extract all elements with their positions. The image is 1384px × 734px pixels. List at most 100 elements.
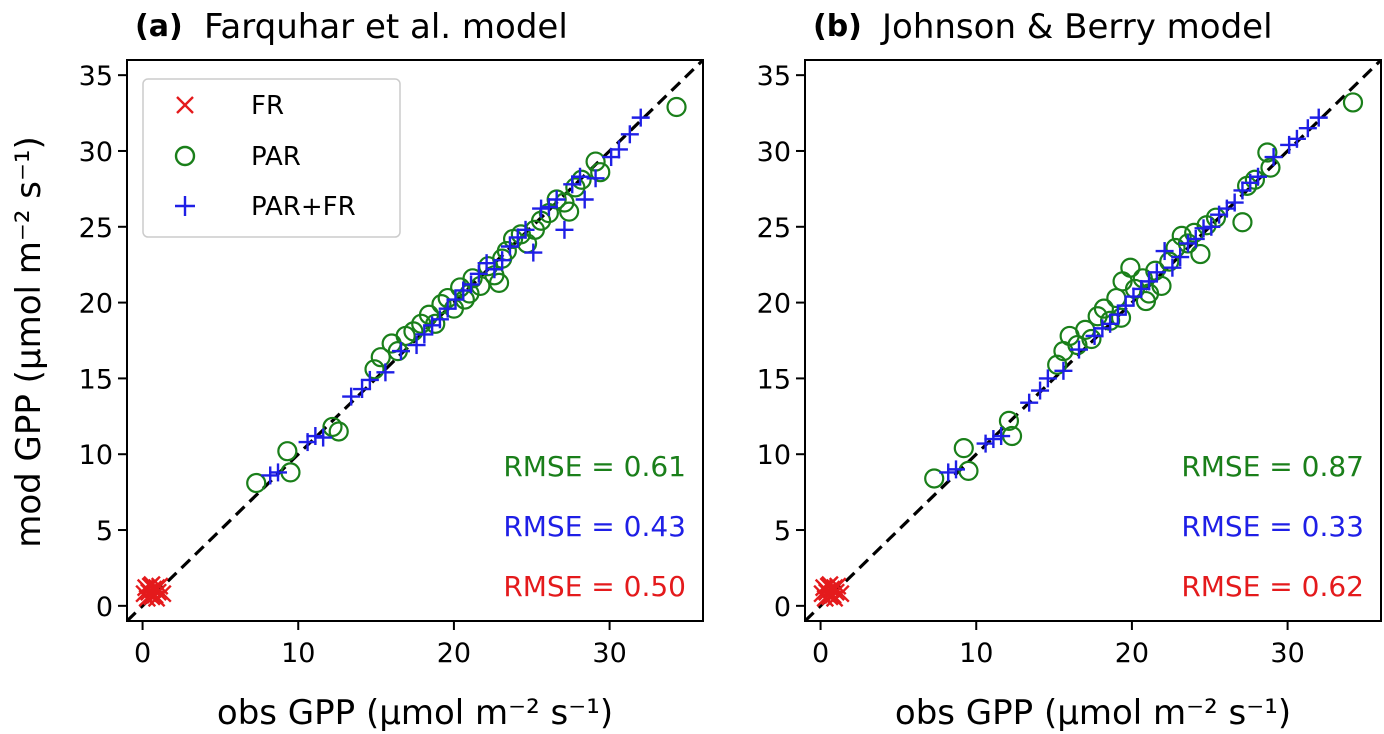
panel-b-point-par (953, 438, 974, 459)
panel-b-point-par-fr (1264, 148, 1283, 167)
panel-a-point-par-fr (430, 310, 449, 329)
legend-label-par: PAR (251, 142, 301, 172)
panel-b-point-par-fr (1233, 181, 1252, 200)
panel-a-y-tick-label: 10 (79, 440, 113, 471)
panel-b-point-par-fr (1155, 242, 1174, 261)
panel-a-point-par-fr (586, 169, 605, 188)
panel-a-rmse-par: RMSE = 0.61 (503, 450, 686, 483)
panel-b-point-par (958, 460, 979, 481)
panel-a-point-par (425, 313, 446, 334)
panel-b-point-par-fr (1287, 129, 1306, 148)
panel-b-point-par (998, 410, 1020, 431)
panel-b-y-tick-label: 30 (757, 137, 791, 168)
panel-a-x-tick-label: 0 (134, 638, 151, 669)
panel-a-point-par-fr (516, 220, 535, 239)
panel-a-plot-area: 0 10 20 30 0 5 10 15 20 25 30 35 (79, 58, 705, 669)
panel-a-point-par (666, 96, 687, 118)
panel-a-point-par-fr (446, 290, 465, 309)
panel-a-y-tick-label: 30 (79, 137, 113, 168)
panel-b-y-tick-label: 10 (757, 440, 791, 471)
panel-b-point-par (1232, 212, 1253, 233)
panel-a-point-par (328, 421, 349, 442)
panel-a-point-par-fr (469, 264, 488, 283)
panel-b-point-par (1120, 257, 1141, 278)
panel-b-point-par-fr (976, 434, 995, 453)
panel-b-y-tick-label: 5 (774, 516, 791, 547)
panel-b-point-fr (825, 589, 844, 608)
panel-a-x-axis-label: obs GPP (μmol m⁻² s⁻¹) (217, 693, 613, 733)
panel-a-point-par (370, 347, 391, 368)
panel-a-x-tick-label: 30 (592, 638, 626, 669)
panel-b-point-par-fr (947, 460, 966, 479)
panel-b-y-tick-label: 0 (774, 592, 791, 623)
panel-a-point-par-fr (415, 325, 434, 344)
panel-a-point-par (322, 416, 343, 438)
panel-b-rmse-fr: RMSE = 0.62 (1181, 570, 1364, 603)
panel-a-point-par (559, 201, 580, 222)
panel-b-label: (b) (813, 9, 862, 44)
panel-a-point-par-fr (532, 199, 551, 218)
panel-b-y-tick-label: 35 (757, 61, 791, 92)
panel-b-point-par-fr (1085, 326, 1104, 345)
panel-b-point-par (924, 468, 945, 489)
panel-a-x-tick-label: 10 (281, 638, 315, 669)
panel-b-rmse-par-fr: RMSE = 0.33 (1181, 510, 1364, 543)
panel-b-title: Johnson & Berry model (880, 7, 1273, 47)
panel-b-point-par-fr (1069, 340, 1088, 359)
panel-b-x-tick-label: 30 (1270, 638, 1304, 669)
panel-b-y-tick-label: 20 (757, 289, 791, 320)
y-axis-label: mod GPP (μmol m⁻² s⁻¹) (9, 136, 49, 548)
legend-label-fr: FR (251, 91, 284, 121)
panel-b-point-par-fr (1186, 229, 1205, 248)
panel-a-point-par-fr (314, 428, 333, 447)
panel-a-point-par-fr (555, 220, 574, 239)
panel-b-one-to-one-line (803, 58, 1383, 623)
panel-b-rmse-par: RMSE = 0.87 (1181, 450, 1364, 483)
panel-b-point-par-fr (984, 430, 1003, 449)
panel-a-y-tick-label: 25 (79, 213, 113, 244)
panel-b-point-par-fr (992, 427, 1011, 446)
panel-b-point-par-fr (1054, 361, 1073, 380)
panel-b: (b) Johnson & Berry model 0 10 20 30 0 5 10 15 2… (757, 7, 1383, 733)
panel-a-point-par-fr (269, 463, 288, 482)
panel-b-point-par-fr (1249, 167, 1268, 186)
panel-a-rmse-par-fr: RMSE = 0.43 (503, 510, 686, 543)
panel-b-point-par (1190, 243, 1211, 265)
panel-a-point-par-fr (609, 140, 628, 159)
panel-a-point-par (590, 162, 611, 183)
panel-a-point-par-fr (508, 228, 527, 247)
panel-b-point-par-fr (1108, 305, 1127, 324)
legend-marker-par-fr (175, 196, 195, 216)
panel-a-point-par-fr (261, 466, 280, 485)
legend-marker-fr (176, 96, 194, 114)
panel-b-y-tick-label: 25 (757, 213, 791, 244)
panel-b-axes-frame (804, 59, 1382, 622)
panel-a-point-par (488, 272, 510, 293)
panel-a-point-par-fr (485, 260, 504, 279)
panel-a-y-tick-label: 5 (96, 516, 113, 547)
panel-a-point-par (277, 441, 298, 462)
panel-b-point-par (1110, 307, 1132, 328)
panel-b-point-par (1135, 290, 1157, 312)
panel-a-point-par-fr (547, 190, 566, 209)
panel-b-y-tick-label: 15 (757, 364, 791, 395)
panel-b-point-fr (821, 575, 839, 594)
panel-b-point-par-fr (1093, 319, 1112, 338)
panel-a-axes-frame (126, 59, 704, 622)
panel-b-point-par-fr (1038, 369, 1057, 388)
panel-b-point-par-fr (1132, 279, 1151, 298)
panel-b-point-par-fr (1031, 381, 1050, 400)
panel-a-point-fr (143, 575, 161, 594)
panel-a-label: (a) (135, 9, 183, 44)
panel-a-point-fr (147, 589, 166, 608)
panel-b-point-par-fr (1101, 314, 1120, 333)
panel-b-point-par (1159, 251, 1180, 272)
legend-box (142, 78, 401, 238)
panel-a-point-par-fr (360, 370, 379, 389)
panel-a-point-par-fr (438, 299, 457, 318)
panel-b-x-tick-label: 10 (959, 638, 993, 669)
panel-a-point-par-fr (620, 125, 639, 144)
panel-b-point-par (1047, 354, 1068, 375)
legend-label-par-fr: PAR+FR (251, 192, 356, 222)
panel-b-point-par (1151, 275, 1172, 297)
